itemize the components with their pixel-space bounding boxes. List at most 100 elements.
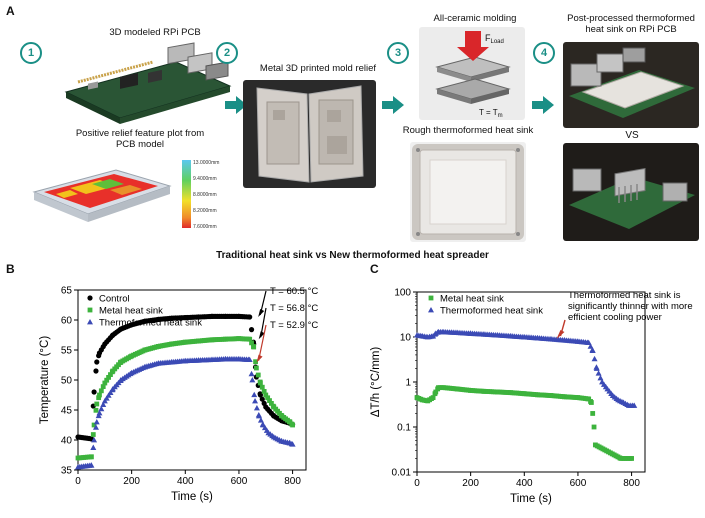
- data-point-metal-heat-sink: [247, 336, 253, 342]
- data-point-thermoformed-heat-sink: [589, 347, 596, 353]
- data-point-metal-heat-sink: [102, 380, 108, 386]
- x-tick-label: 200: [123, 476, 140, 487]
- data-point-metal-heat-sink: [263, 392, 269, 398]
- data-point-thermoformed-heat-sink: [585, 339, 592, 346]
- legend-marker: [87, 295, 93, 301]
- mold-relief-photo: [243, 80, 376, 188]
- data-point-thermoformed-heat-sink: [246, 356, 253, 362]
- data-point-metal-heat-sink: [100, 384, 106, 389]
- step-1-circle: 1: [20, 42, 42, 64]
- data-point-metal-heat-sink: [265, 395, 271, 401]
- y-tick-label: 10: [400, 333, 412, 344]
- data-point-thermoformed-heat-sink: [597, 374, 604, 381]
- data-point-metal-heat-sink: [91, 422, 97, 428]
- data-point-thermoformed-heat-sink: [631, 402, 638, 408]
- annotation-arrowhead: [256, 354, 263, 363]
- metal-heat-sink-photo: [563, 143, 699, 241]
- colorbar-tick-2: 9.4000mm: [193, 176, 217, 182]
- annotation-arrow: [257, 324, 267, 361]
- legend-label: Thermoformed heat sink: [99, 318, 202, 329]
- annotation-label: T = 52.9 °C: [270, 320, 318, 331]
- data-point-metal-heat-sink: [586, 396, 592, 402]
- data-point-thermoformed-heat-sink: [252, 398, 259, 404]
- caption-molding: All-ceramic molding: [433, 13, 517, 24]
- legend-label: Metal heat sink: [99, 306, 163, 317]
- data-point-metal-heat-sink: [267, 398, 272, 403]
- data-point-thermoformed-heat-sink: [595, 370, 602, 376]
- x-tick-label: 800: [284, 476, 301, 487]
- data-point-control: [91, 389, 97, 395]
- y-axis-label: Temperature (°C): [39, 336, 51, 424]
- y-tick-label: 50: [61, 376, 73, 387]
- data-point-thermoformed-heat-sink: [100, 401, 107, 407]
- data-point-metal-heat-sink: [268, 401, 274, 406]
- panel-c-letter: C: [370, 262, 379, 276]
- x-tick-label: 800: [623, 478, 640, 489]
- legend-label: Thermoformed heat sink: [440, 306, 543, 317]
- legend-marker: [428, 295, 434, 301]
- x-tick-label: 200: [462, 478, 479, 489]
- data-point-metal-heat-sink: [93, 407, 99, 413]
- data-point-metal-heat-sink: [591, 424, 597, 430]
- data-point-control: [257, 392, 263, 398]
- data-point-control: [247, 314, 253, 320]
- data-point-control: [259, 396, 265, 402]
- annotation-label: T = 56.8 °C: [270, 303, 318, 314]
- data-point-metal-heat-sink: [96, 395, 102, 401]
- annotation-label: T = 60.5 °C: [270, 286, 318, 297]
- data-point-metal-heat-sink: [430, 395, 436, 401]
- data-point-thermoformed-heat-sink: [289, 441, 296, 447]
- rough-heat-sink-photo: [410, 142, 526, 242]
- data-point-thermoformed-heat-sink: [251, 391, 258, 398]
- caption-mold-relief: Metal 3D printed mold relief: [259, 63, 377, 74]
- y-tick-label: 55: [61, 346, 73, 357]
- data-point-metal-heat-sink: [98, 388, 104, 394]
- y-tick-label: 45: [61, 406, 73, 417]
- colorbar-tick-4: 8.2000mm: [193, 208, 217, 214]
- step-3-circle: 3: [387, 42, 409, 64]
- data-point-thermoformed-heat-sink: [88, 462, 95, 468]
- step-arrow-1: [225, 96, 247, 114]
- data-point-thermoformed-heat-sink: [249, 377, 256, 383]
- data-point-metal-heat-sink: [259, 384, 265, 390]
- chart-c: 0 200 400 600 800 0.01 0.1 1 10 100 Time (s) ΔT/h (…: [370, 288, 693, 506]
- data-point-thermoformed-heat-sink: [90, 444, 97, 450]
- data-point-thermoformed-heat-sink: [98, 405, 105, 412]
- data-point-metal-heat-sink: [258, 380, 263, 386]
- data-point-metal-heat-sink: [249, 340, 254, 346]
- legend-label: Control: [99, 294, 130, 305]
- data-point-metal-heat-sink: [90, 432, 96, 437]
- data-point-thermoformed-heat-sink: [253, 405, 260, 411]
- y-tick-label: 0.01: [392, 468, 412, 479]
- y-tick-label: 100: [394, 288, 411, 299]
- caption-post-processed: Post-processed thermoformed heat sink on…: [567, 13, 695, 35]
- data-point-metal-heat-sink: [290, 422, 295, 428]
- data-point-control: [248, 327, 255, 333]
- data-point-thermoformed-heat-sink: [92, 424, 99, 430]
- data-point-metal-heat-sink: [104, 377, 110, 383]
- step-2-circle: 2: [216, 42, 238, 64]
- data-point-metal-heat-sink: [106, 375, 111, 380]
- legend-marker: [87, 319, 93, 325]
- x-tick-label: 0: [75, 476, 81, 487]
- y-tick-label: 1: [405, 378, 411, 389]
- data-point-thermoformed-heat-sink: [257, 417, 264, 423]
- y-tick-label: 35: [61, 466, 73, 477]
- annotation-arrowhead: [556, 330, 565, 340]
- annotation-arrowhead: [258, 331, 265, 340]
- data-point-control: [93, 368, 99, 374]
- data-point-thermoformed-heat-sink: [107, 389, 114, 395]
- data-point-thermoformed-heat-sink: [105, 392, 112, 398]
- data-point-metal-heat-sink: [588, 400, 594, 405]
- data-point-control: [94, 359, 100, 365]
- data-point-metal-heat-sink: [97, 392, 102, 398]
- data-point-metal-heat-sink: [629, 456, 634, 461]
- legend-marker: [87, 307, 93, 313]
- annotation-line: efficient cooling power: [568, 312, 662, 323]
- post-processed-photo: [563, 42, 699, 128]
- y-tick-label: 65: [61, 286, 73, 297]
- y-tick-label: 0.1: [397, 423, 411, 434]
- step-4-circle: 4: [533, 42, 555, 64]
- data-point-thermoformed-heat-sink: [95, 412, 102, 419]
- caption-relief-plot: Positive relief feature plot from PCB mo…: [75, 128, 205, 150]
